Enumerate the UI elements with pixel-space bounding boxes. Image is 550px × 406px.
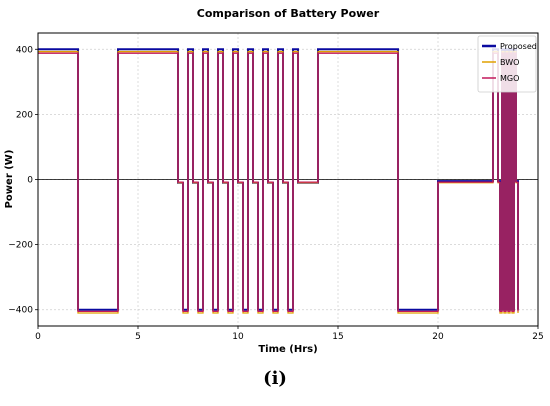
figure-caption: (i) [263,368,287,389]
chart-title: Comparison of Battery Power [197,7,380,20]
y-axis-label: Power (W) [4,150,15,209]
y-tick-label-0: −400 [8,306,33,316]
legend-label-mgo: MGO [500,74,519,83]
legend-label-proposed: Proposed [500,42,537,51]
legend: Proposed BWO MGO [477,35,537,93]
battery-power-chart: Comparison of Battery Power 0 5 10 15 20 25 −… [4,7,544,355]
x-tick-label-5: 25 [532,332,543,342]
series-line-mgo [38,52,519,312]
x-axis-ticks: 0 5 10 15 20 25 [35,326,544,342]
series-line-bwo [38,50,519,314]
legend-label-bwo: BWO [500,58,519,67]
x-tick-label-4: 20 [432,332,444,342]
x-tick-label-0: 0 [35,332,41,342]
series-layer [38,48,519,314]
x-tick-label-2: 10 [232,332,244,342]
x-axis-label: Time (Hrs) [258,344,317,355]
y-tick-label-2: 0 [27,176,33,186]
y-tick-label-4: 400 [16,45,33,55]
y-tick-label-1: −200 [8,241,33,251]
x-tick-label-3: 15 [332,332,343,342]
y-axis-ticks: −400 −200 0 200 400 [8,45,38,316]
y-tick-label-3: 200 [16,110,33,120]
x-tick-label-1: 5 [135,332,141,342]
